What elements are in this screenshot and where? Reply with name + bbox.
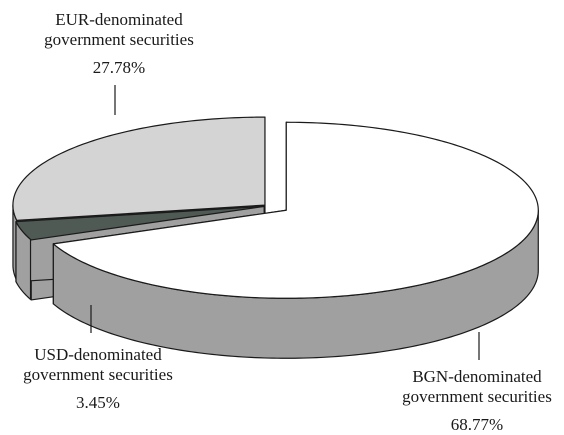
slice-top-bgn (52, 121, 539, 299)
slice-top-usd (15, 205, 265, 241)
slice-label-eur-line2: government securities (44, 30, 194, 49)
pie-tops (12, 116, 539, 299)
slice-label-eur-line1: EUR-denominated (55, 10, 183, 29)
slice-value-bgn: 68.77% (450, 415, 504, 434)
slice-label-usd: USD-denominated government securities 3.… (14, 345, 182, 413)
slice-value-usd: 3.45% (76, 393, 120, 412)
slice-value-eur: 27.78% (92, 58, 146, 77)
leader-lines (90, 85, 480, 360)
slice-label-usd-line2: government securities (23, 365, 173, 384)
slice-label-bgn-line2: government securities (402, 387, 552, 406)
slice-label-bgn-line1: BGN-denominated (412, 367, 542, 386)
slice-label-eur: EUR-denominated government securities 27… (14, 10, 224, 78)
slice-top-eur (12, 116, 266, 221)
slice-label-usd-line1: USD-denominated (34, 345, 162, 364)
slice-label-bgn: BGN-denominated government securities 68… (388, 367, 564, 435)
